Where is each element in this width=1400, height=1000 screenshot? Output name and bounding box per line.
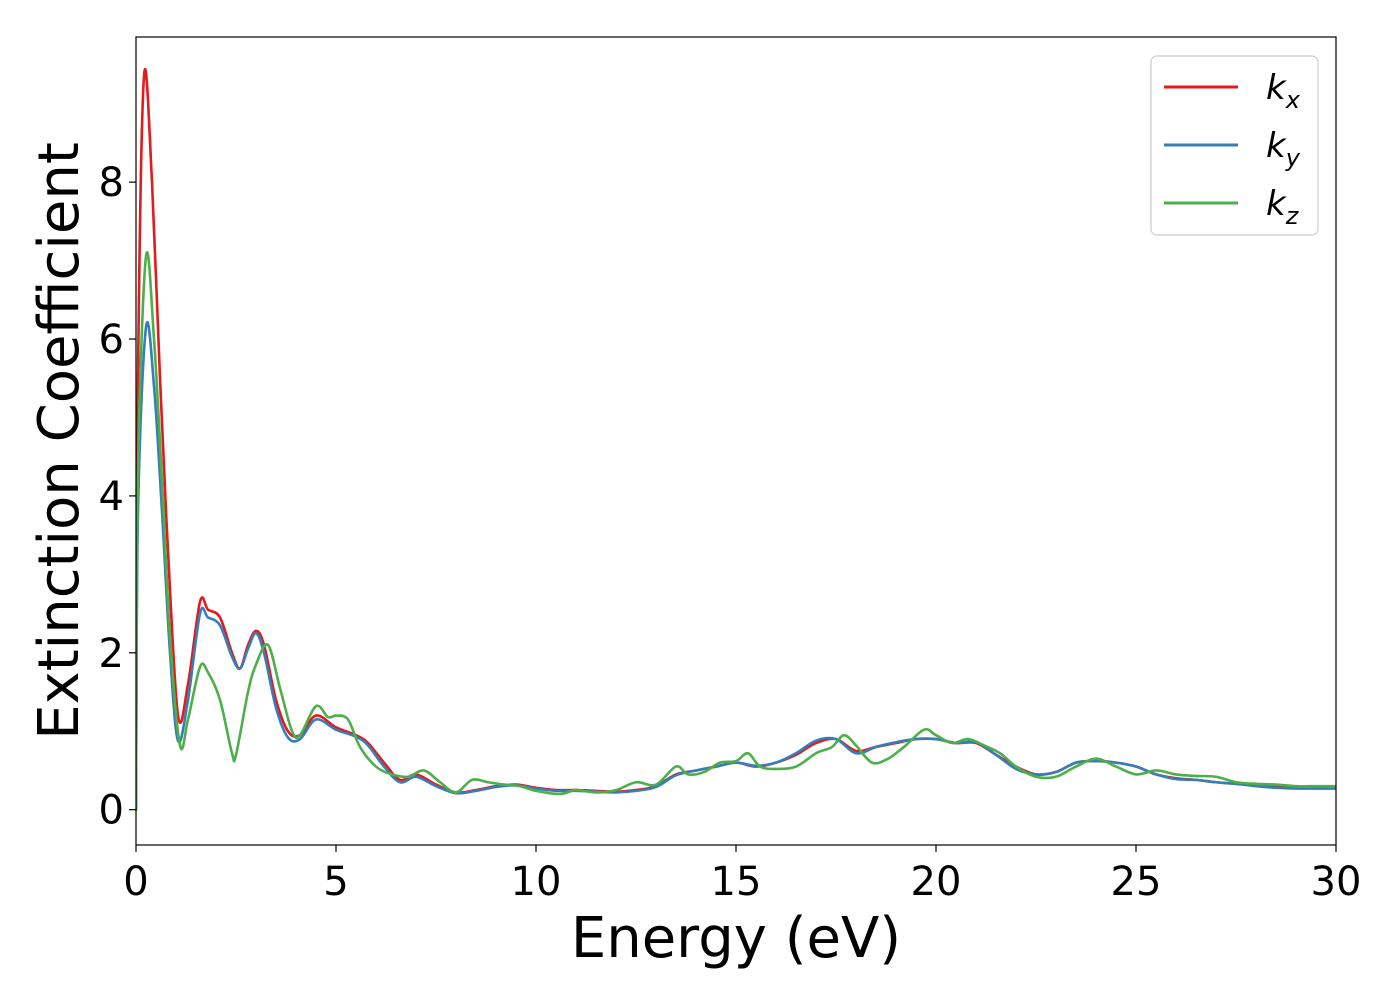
legend-label-kx: kx	[1266, 68, 1301, 114]
x-tick-label: 0	[123, 859, 148, 905]
y-axis-title: Extinction Coefficient	[27, 142, 92, 740]
axes: 0 5 10 15 20 25 30 0 2 4 6 8	[99, 36, 1362, 905]
legend-label-kz: kz	[1266, 184, 1300, 230]
series-line-ky	[136, 320, 1336, 811]
x-tick-label: 5	[323, 859, 348, 905]
y-tick-label: 2	[99, 631, 124, 677]
legend: kx ky kz	[1150, 55, 1319, 236]
y-tick-label: 0	[99, 788, 124, 834]
series-lines	[136, 67, 1336, 811]
legend-label-ky: ky	[1266, 126, 1301, 172]
x-tick-label: 15	[711, 859, 762, 905]
x-axis-title: Energy (eV)	[571, 906, 901, 971]
x-tick-label: 20	[911, 859, 962, 905]
y-tick-label: 8	[99, 160, 124, 206]
x-tick-label: 30	[1311, 859, 1362, 905]
y-tick-label: 4	[99, 474, 124, 520]
x-tick-label: 25	[1111, 859, 1162, 905]
plot-area	[136, 67, 1336, 811]
x-tick-label: 10	[511, 859, 562, 905]
y-tick-label: 6	[99, 317, 124, 363]
series-line-kz	[136, 251, 1336, 811]
